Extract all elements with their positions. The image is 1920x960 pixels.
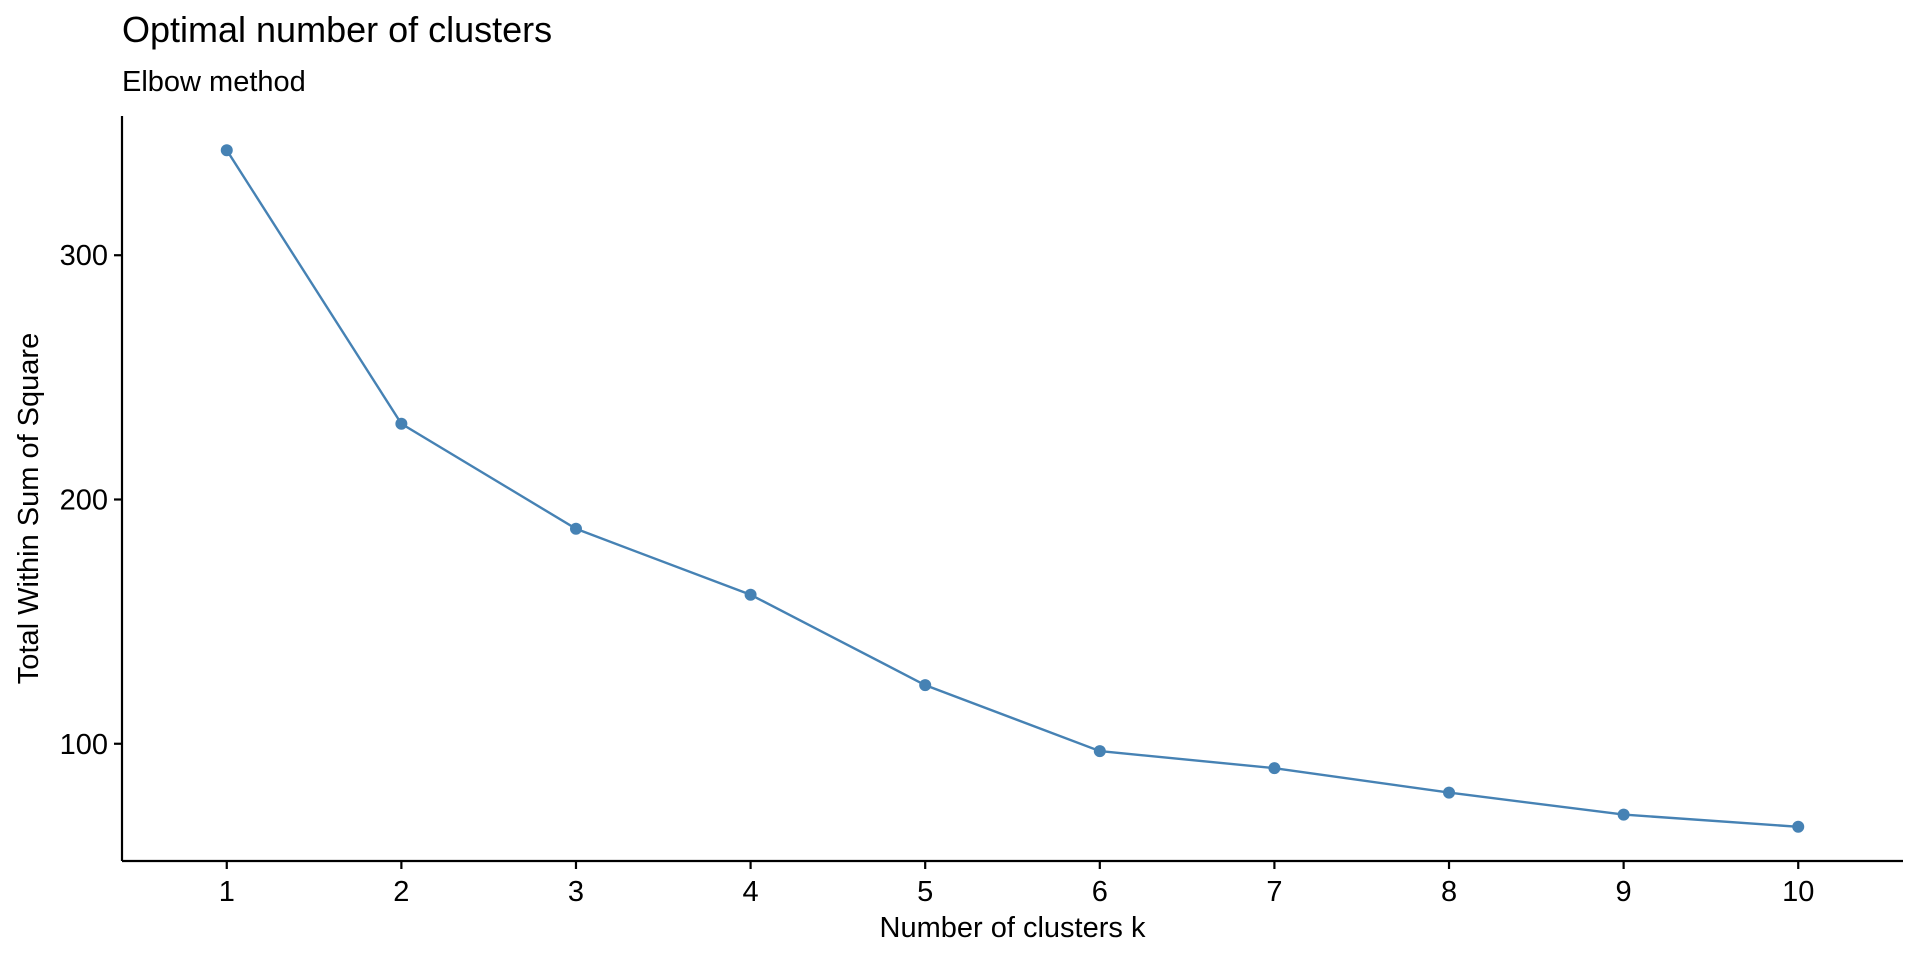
data-point <box>220 144 233 157</box>
x-tick-label: 8 <box>1441 876 1457 908</box>
chart-title: Optimal number of clusters <box>122 9 552 50</box>
x-tick-label: 6 <box>1092 876 1108 908</box>
chart-subtitle: Elbow method <box>122 66 306 98</box>
series-points <box>220 144 1805 833</box>
x-tick-label: 10 <box>1782 876 1814 908</box>
data-point <box>919 679 932 692</box>
data-point <box>1792 820 1805 833</box>
y-tick-label: 200 <box>60 484 108 516</box>
y-ticks: 100 200 300 <box>60 240 122 761</box>
y-axis-title: Total Within Sum of Square <box>13 333 45 684</box>
x-tick-label: 2 <box>393 876 409 908</box>
x-axis-title: Number of clusters k <box>880 912 1146 944</box>
x-tick-label: 7 <box>1266 876 1282 908</box>
y-tick-label: 300 <box>60 240 108 272</box>
data-point <box>395 417 408 430</box>
series-line <box>225 149 1799 829</box>
x-ticks: 1 2 3 4 5 6 7 8 9 10 <box>219 861 1814 908</box>
data-point <box>569 522 582 535</box>
data-point <box>1617 808 1630 821</box>
data-point <box>1268 762 1281 775</box>
x-tick-label: 5 <box>917 876 933 908</box>
data-point <box>1443 786 1456 799</box>
x-tick-label: 1 <box>219 876 235 908</box>
y-tick-label: 100 <box>60 729 108 761</box>
x-tick-label: 9 <box>1616 876 1632 908</box>
x-tick-label: 3 <box>568 876 584 908</box>
x-tick-label: 4 <box>743 876 759 908</box>
data-point <box>744 588 757 601</box>
data-point <box>1093 745 1106 758</box>
